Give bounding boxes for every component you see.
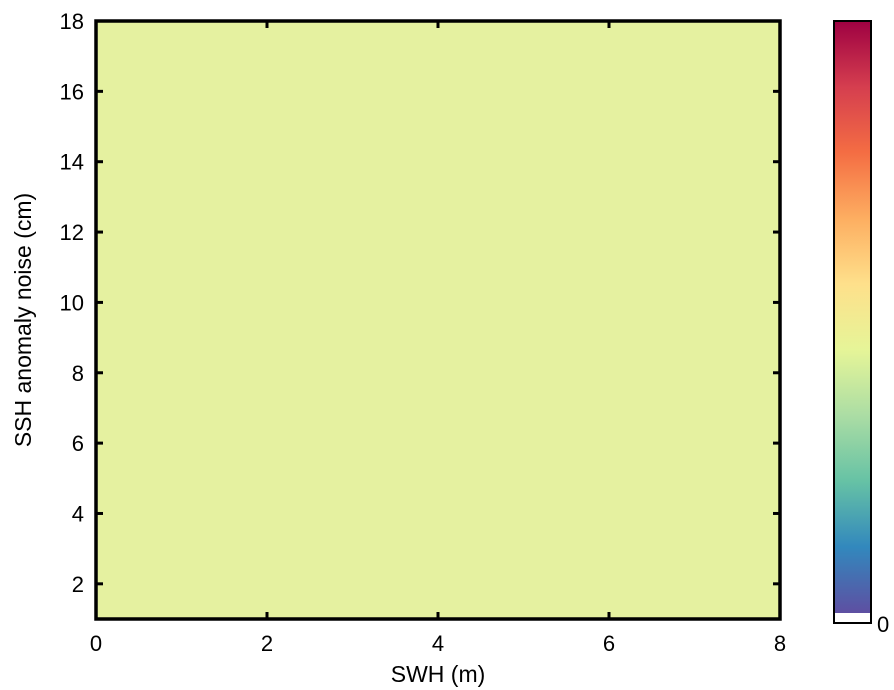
y-tick-label: 2 — [72, 572, 84, 597]
x-tick-label: 0 — [90, 631, 102, 656]
colorbar: 0 — [833, 20, 889, 637]
y-tick-label: 12 — [60, 220, 84, 245]
y-axis: 2 4 6 8 10 12 14 16 18 — [60, 9, 780, 597]
x-axis: 0 2 4 6 8 — [90, 21, 786, 656]
x-tick-label: 4 — [432, 631, 444, 656]
y-tick-label: 16 — [60, 79, 84, 104]
x-axis-label: SWH (m) — [391, 661, 486, 687]
colorbar-tick-label: 0 — [877, 612, 889, 637]
x-tick-label: 6 — [603, 631, 615, 656]
colorbar-under-swatch — [834, 613, 871, 623]
x-tick-label: 8 — [774, 631, 786, 656]
y-tick-label: 10 — [60, 290, 84, 315]
y-axis-label: SSH anomaly noise (cm) — [10, 193, 36, 447]
colorbar-frame — [833, 20, 872, 624]
x-tick-label: 2 — [261, 631, 273, 656]
y-tick-label: 8 — [72, 361, 84, 386]
y-tick-label: 4 — [72, 501, 84, 526]
heatmap-field — [96, 21, 780, 619]
colorbar-ramp — [834, 21, 871, 613]
y-tick-label: 6 — [72, 431, 84, 456]
y-tick-label: 18 — [60, 9, 84, 34]
y-tick-label: 14 — [60, 150, 84, 175]
